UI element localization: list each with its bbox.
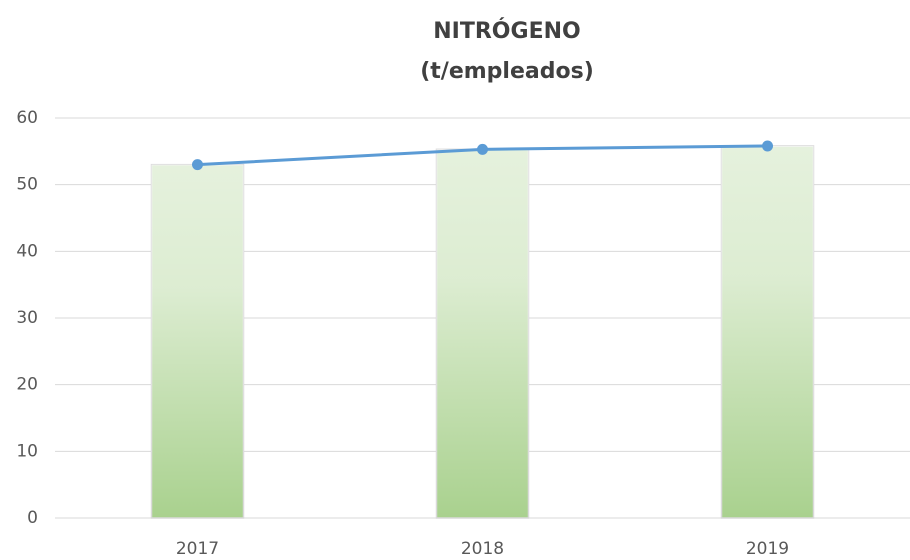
line-marker: [192, 159, 203, 171]
y-tick-label: 0: [27, 508, 38, 528]
y-tick-label: 10: [16, 441, 38, 461]
x-tick-label: 2019: [746, 539, 789, 559]
bar: [435, 148, 530, 519]
y-tick-label: 40: [16, 241, 38, 261]
chart-title: NITRÓGENO: [433, 18, 580, 44]
y-tick-label: 20: [16, 375, 38, 395]
y-tick-label: 30: [16, 308, 38, 328]
line-marker: [477, 143, 488, 155]
x-tick-label: 2018: [461, 539, 504, 559]
y-tick-label: 60: [16, 108, 38, 128]
y-tick-label: 50: [16, 175, 38, 195]
x-tick-label: 2017: [176, 539, 219, 559]
bar: [720, 145, 815, 519]
line-marker: [762, 140, 773, 152]
bar: [150, 163, 245, 519]
chart-subtitle: (t/empleados): [420, 59, 594, 84]
